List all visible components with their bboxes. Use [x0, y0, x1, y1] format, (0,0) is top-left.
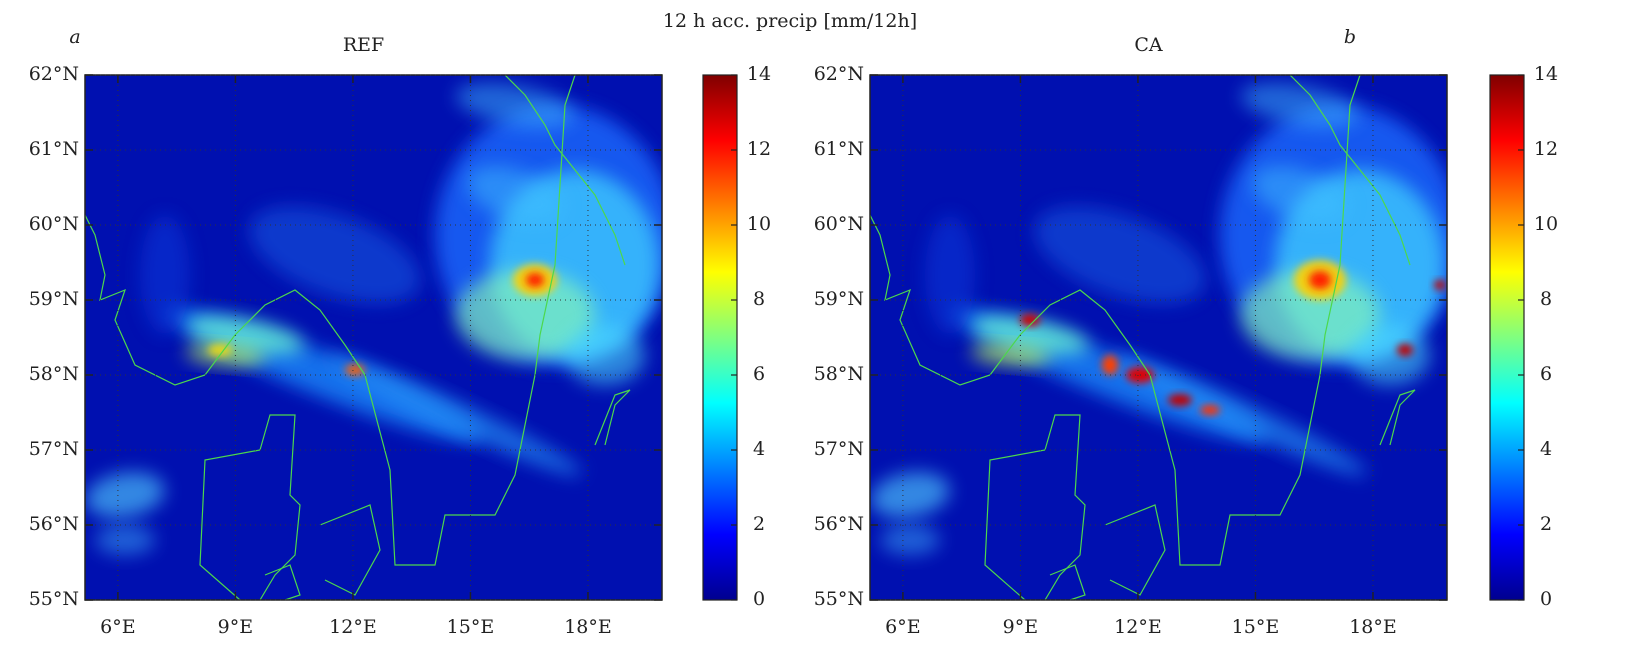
precip-area — [1240, 270, 1380, 360]
x-tick-label: 9°E — [218, 616, 253, 638]
coastline — [85, 75, 576, 566]
precip-area — [925, 215, 975, 335]
coastline — [1289, 75, 1411, 266]
y-tick-label: 59°N — [29, 288, 79, 310]
y-tick-label: 61°N — [29, 138, 79, 160]
precip-core — [1397, 344, 1413, 356]
precip-area — [85, 472, 165, 518]
precip-area — [970, 316, 1090, 354]
precip-core — [1309, 271, 1331, 289]
x-tick-label: 18°E — [564, 616, 612, 638]
coastline — [870, 75, 1361, 566]
precip-area — [95, 525, 155, 555]
y-tick-label: 57°N — [814, 438, 864, 460]
precip-area — [1252, 165, 1348, 225]
colorbar — [1489, 74, 1525, 601]
colorbar-tick-label: 10 — [747, 213, 771, 235]
precip-area — [249, 206, 421, 304]
plot-frame — [84, 74, 663, 601]
precip-core — [1020, 314, 1040, 326]
y-tick-label: 56°N — [29, 513, 79, 535]
coastline — [264, 564, 301, 600]
colorbar-tick-label: 8 — [1540, 288, 1552, 310]
precip-area — [1034, 206, 1206, 304]
precip-area — [870, 472, 950, 518]
y-tick-label: 57°N — [29, 438, 79, 460]
precip-area — [185, 316, 305, 354]
precip-area — [140, 215, 190, 335]
colorbar-tick-label: 14 — [747, 63, 771, 85]
precip-area — [880, 525, 940, 555]
colorbar-tick-label: 10 — [1534, 213, 1558, 235]
colorbar-tick-label: 0 — [1540, 588, 1552, 610]
colorbar-tick-label: 6 — [753, 363, 765, 385]
panel-title: REF — [343, 34, 384, 56]
precip-area — [565, 325, 645, 385]
y-tick-label: 58°N — [814, 363, 864, 385]
precip-area — [1240, 82, 1360, 128]
coastline — [319, 504, 381, 596]
x-tick-label: 9°E — [1003, 616, 1038, 638]
y-tick-label: 62°N — [814, 63, 864, 85]
plot-frame — [869, 74, 1448, 601]
x-tick-label: 15°E — [447, 616, 495, 638]
y-tick-label: 56°N — [814, 513, 864, 535]
y-tick-label: 58°N — [29, 363, 79, 385]
x-tick-label: 6°E — [885, 616, 920, 638]
colorbar-tick-label: 4 — [1540, 438, 1552, 460]
x-tick-label: 6°E — [100, 616, 135, 638]
precip-area — [1112, 354, 1368, 476]
colorbar — [702, 74, 738, 601]
coastline — [594, 389, 631, 446]
precip-core — [1102, 355, 1118, 375]
colorbar-tick-label: 2 — [1540, 513, 1552, 535]
coastline — [1379, 389, 1416, 446]
coastline — [984, 414, 1086, 600]
precip-core — [1434, 280, 1446, 290]
colorbar-tick-label: 12 — [747, 138, 771, 160]
precip-area — [455, 82, 575, 128]
y-tick-label: 55°N — [814, 588, 864, 610]
colorbar-tick-label: 6 — [1540, 363, 1552, 385]
y-tick-label: 59°N — [814, 288, 864, 310]
precip-area — [455, 270, 595, 360]
precip-core — [526, 273, 544, 287]
y-tick-label: 55°N — [29, 588, 79, 610]
precip-area — [970, 344, 1050, 366]
y-tick-label: 61°N — [814, 138, 864, 160]
y-tick-label: 60°N — [814, 213, 864, 235]
y-tick-label: 60°N — [29, 213, 79, 235]
coastline — [199, 414, 301, 600]
colorbar-tick-label: 4 — [753, 438, 765, 460]
x-tick-label: 15°E — [1232, 616, 1280, 638]
precip-core — [1168, 394, 1192, 406]
colorbar-tick-label: 2 — [753, 513, 765, 535]
precip-core — [1200, 405, 1220, 415]
panel-label: b — [1344, 26, 1356, 48]
map-field — [85, 75, 662, 600]
x-tick-label: 12°E — [1114, 616, 1162, 638]
panel-label: a — [69, 26, 80, 48]
y-tick-label: 62°N — [29, 63, 79, 85]
colorbar-tick-label: 12 — [1534, 138, 1558, 160]
precip-area — [1350, 325, 1430, 385]
colorbar-tick-label: 0 — [753, 588, 765, 610]
coastline — [504, 75, 626, 266]
colorbar-tick-label: 8 — [753, 288, 765, 310]
x-tick-label: 18°E — [1349, 616, 1397, 638]
precip-area — [467, 165, 563, 225]
colorbar-tick-label: 14 — [1534, 63, 1558, 85]
figure-title: 12 h acc. precip [mm/12h] — [663, 10, 917, 32]
coastline — [1049, 564, 1086, 600]
coastline — [1104, 504, 1166, 596]
panel-title: CA — [1134, 34, 1163, 56]
x-tick-label: 12°E — [329, 616, 377, 638]
precip-area — [327, 354, 583, 476]
map-field — [870, 75, 1447, 600]
